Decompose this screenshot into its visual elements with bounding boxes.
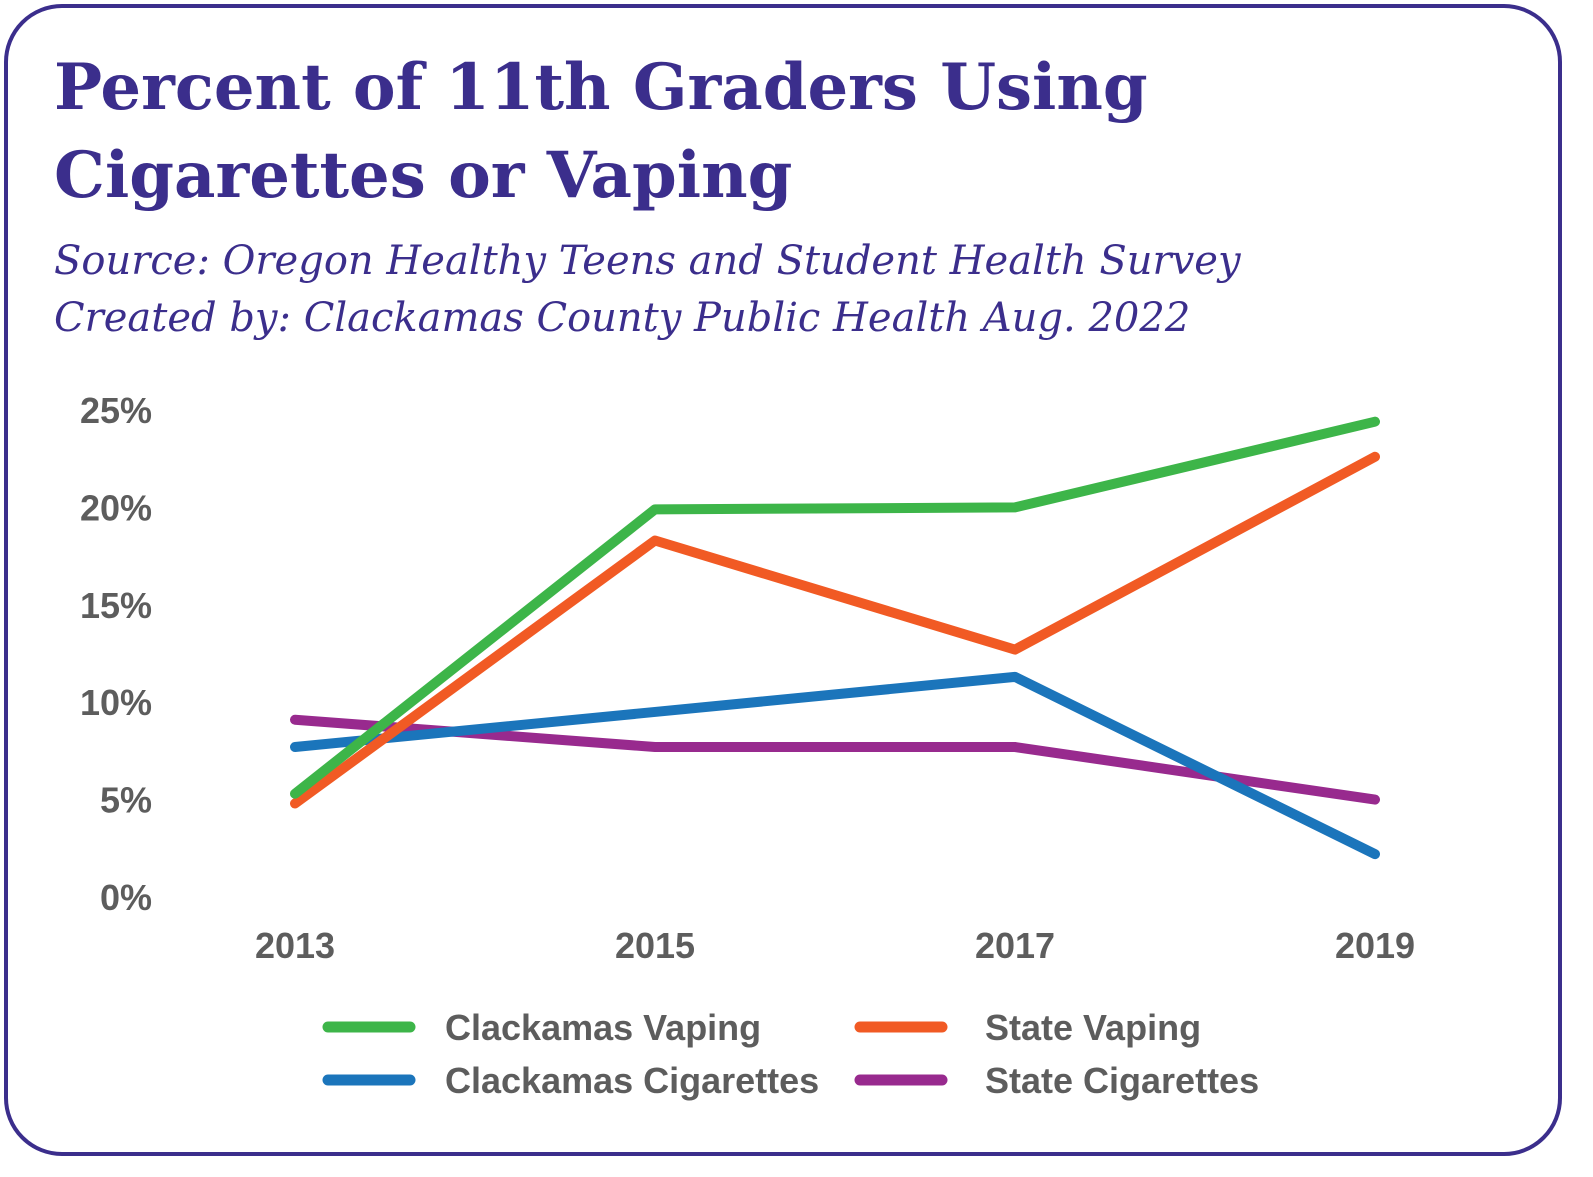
series-line-clackamas-vaping (290, 416, 1380, 799)
y-tick-label: 15% (80, 585, 152, 626)
series-lines (290, 416, 1380, 860)
y-tick-label: 0% (100, 877, 152, 918)
y-tick-label: 10% (80, 682, 152, 723)
x-tick-label: 2019 (1335, 925, 1415, 966)
y-tick-label: 20% (80, 487, 152, 528)
chart-source: Source: Oregon Healthy Teens and Student… (54, 238, 1241, 284)
x-tick-label: 2017 (975, 925, 1055, 966)
chart-credit: Created by: Clackamas County Public Heal… (54, 295, 1191, 341)
legend-label: State Cigarettes (985, 1060, 1259, 1101)
y-tick-label: 5% (100, 780, 152, 821)
x-tick-label: 2013 (255, 925, 335, 966)
legend-label: Clackamas Vaping (445, 1007, 761, 1048)
legend-label: State Vaping (985, 1007, 1201, 1048)
chart-title: Percent of 11th Graders Using Cigarettes… (54, 50, 1148, 213)
x-axis-ticks: 2013 2015 2017 2019 (255, 925, 1415, 966)
y-axis-ticks: 0% 5% 10% 15% 20% 25% (80, 390, 152, 918)
series-line-clackamas-cigarettes (290, 671, 1380, 860)
legend-label: Clackamas Cigarettes (445, 1060, 819, 1101)
x-tick-label: 2015 (615, 925, 695, 966)
legend: Clackamas Vaping Clackamas Cigarettes Stat… (322, 1007, 1259, 1101)
series-line-state-vaping (290, 451, 1380, 809)
y-tick-label: 25% (80, 390, 152, 431)
